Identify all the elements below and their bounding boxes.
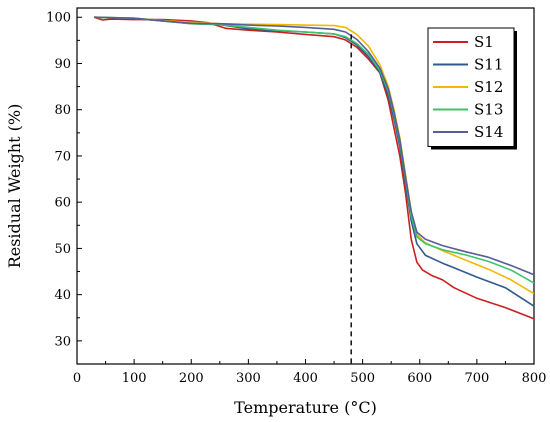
x-tick-label: 400 bbox=[293, 371, 318, 386]
series-line-s1 bbox=[93, 16, 535, 320]
x-tick-label: 800 bbox=[522, 371, 547, 386]
legend-label: S12 bbox=[474, 78, 503, 96]
x-tick-label: 600 bbox=[407, 371, 432, 386]
y-tick-label: 60 bbox=[54, 196, 71, 211]
x-tick-label: 500 bbox=[350, 371, 375, 386]
y-tick-label: 70 bbox=[54, 149, 71, 164]
legend-label: S13 bbox=[474, 101, 503, 119]
y-tick-label: 40 bbox=[54, 288, 71, 303]
x-tick-label: 100 bbox=[122, 371, 147, 386]
x-tick-label: 300 bbox=[236, 371, 261, 386]
y-tick-label: 30 bbox=[54, 334, 71, 349]
y-tick-label: 50 bbox=[54, 242, 71, 257]
legend-label: S14 bbox=[474, 123, 503, 141]
x-tick-label: 200 bbox=[179, 371, 204, 386]
y-axis-title: Residual Weight (%) bbox=[5, 104, 24, 269]
series-layer bbox=[93, 16, 535, 320]
x-tick-label: 0 bbox=[73, 371, 81, 386]
series-line-s14 bbox=[94, 16, 535, 276]
x-tick-label: 700 bbox=[464, 371, 489, 386]
axis-ticks bbox=[76, 16, 535, 364]
legend-label: S1 bbox=[474, 33, 494, 51]
x-axis-title: Temperature (°C) bbox=[234, 398, 377, 417]
y-tick-label: 80 bbox=[54, 103, 71, 118]
y-tick-label: 100 bbox=[46, 11, 71, 26]
legend-label: S11 bbox=[474, 56, 503, 74]
series-line-s13 bbox=[94, 16, 535, 284]
axis-tick-labels: 0 100 200 300 400 500 600 700 800 30 40 50 60 70 80 90 1… bbox=[46, 11, 546, 386]
y-tick-label: 90 bbox=[54, 57, 71, 72]
legend: S1 S11 S12 S13 S14 bbox=[427, 27, 517, 150]
